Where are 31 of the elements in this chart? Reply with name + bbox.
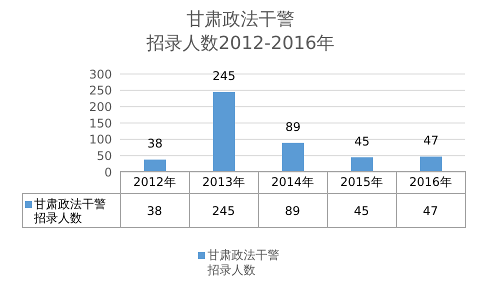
chart-subtitle: 招录人数2012-2016年	[145, 32, 336, 56]
legend-label: 甘肃政法干警招录人数	[34, 196, 107, 224]
x-tick-label: 2016年	[396, 172, 465, 194]
text: 45	[327, 194, 396, 228]
data-label: 47	[423, 134, 439, 148]
y-tick-label: 50	[96, 148, 112, 163]
text: 47	[396, 194, 465, 228]
x-tick-label: 2014年	[258, 172, 327, 194]
bar	[351, 157, 373, 172]
y-tick-label: 300	[89, 67, 112, 82]
bar	[144, 160, 166, 172]
data-label: 245	[212, 68, 236, 83]
bar	[420, 156, 442, 172]
y-tick-label: 250	[89, 84, 112, 98]
x-tick-label: 2012年	[120, 172, 189, 194]
bar	[282, 142, 304, 172]
data-label: 89	[285, 120, 301, 134]
bar	[213, 92, 235, 172]
x-tick-label: 2015年	[327, 172, 396, 194]
text: 245	[189, 194, 258, 228]
text: 89	[258, 194, 327, 228]
y-tick-label: 100	[89, 132, 112, 147]
y-tick-label: 0	[104, 165, 112, 180]
x-tick-label: 2013年	[189, 172, 258, 194]
data-label: 45	[354, 134, 370, 148]
chart-title: 甘肃政法干警	[186, 8, 296, 32]
data-label: 38	[147, 136, 163, 151]
text: 38	[120, 194, 189, 228]
text: 甘肃政法干警招录人数	[208, 248, 280, 277]
y-tick-label: 150	[89, 116, 112, 130]
y-tick-label: 200	[89, 100, 112, 114]
